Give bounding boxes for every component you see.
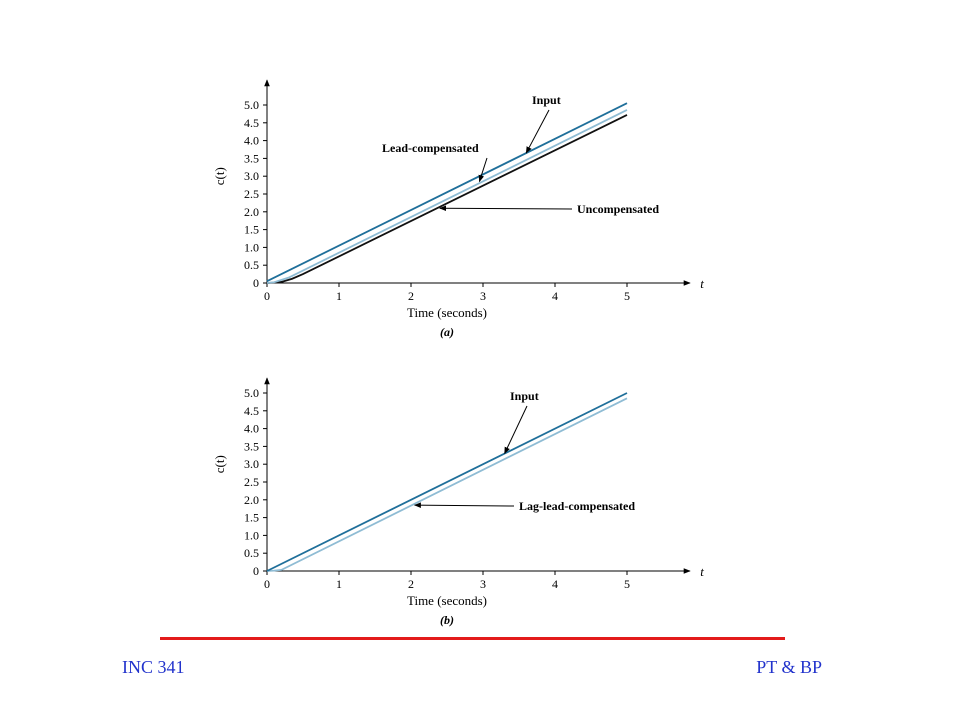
chart-a: 0 0.5 1.0 1.5 2.0 2.5 3.0 3.5 4.0 4.5 5.0 0 1 2 3 4 5 t Ti…	[212, 79, 704, 339]
chart-b-y-tick-label: 1.0	[244, 528, 259, 542]
chart-a-annotation-input: Input	[532, 93, 561, 107]
chart-b-y-tick-label: 2.5	[244, 475, 259, 489]
chart-a-y-tick-label: 1.0	[244, 240, 259, 254]
chart-b-series-input	[266, 392, 628, 572]
chart-a-annotation-arrow	[525, 109, 550, 154]
chart-b-y-tick-label: 2.0	[244, 493, 259, 507]
chart-b-y-tick-label: 4.0	[244, 422, 259, 436]
chart-a-x-axis-symbol: t	[700, 276, 704, 291]
chart-b-x-tick-label: 4	[552, 577, 558, 591]
chart-b-annotation-arrow	[413, 502, 515, 508]
chart-a-annotation-arrow	[439, 205, 573, 212]
chart-b-y-tick-label: 3.0	[244, 457, 259, 471]
chart-b-x-axis-label: Time (seconds)	[407, 593, 487, 608]
chart-a-annotation-uncompensated: Uncompensated	[577, 202, 659, 216]
chart-b-y-tick-label: 4.5	[244, 404, 259, 418]
chart-a-series-lead-compensated	[266, 109, 628, 284]
chart-a-subtitle: (a)	[440, 325, 454, 339]
chart-a-y-tick-label: 3.0	[244, 169, 259, 183]
chart-b-x-tick-label: 5	[624, 577, 630, 591]
chart-a-x-tick-label: 3	[480, 289, 486, 303]
chart-b-annotation-input: Input	[510, 389, 539, 403]
chart-b: 0 0.5 1.0 1.5 2.0 2.5 3.0 3.5 4.0 4.5 5.0 0 1 2 3 4 5 t Ti…	[212, 377, 704, 627]
chart-b-subtitle: (b)	[440, 613, 454, 627]
chart-a-x-tick-label: 4	[552, 289, 558, 303]
chart-b-y-tick-label: 5.0	[244, 386, 259, 400]
footer-divider	[160, 637, 785, 640]
chart-b-x-tick-label: 0	[264, 577, 270, 591]
chart-a-y-tick-label: 4.0	[244, 134, 259, 148]
chart-a-x-tick-label: 0	[264, 289, 270, 303]
chart-b-x-tick-label: 3	[480, 577, 486, 591]
chart-a-y-tick-label: 0	[253, 276, 259, 290]
chart-a-series-input	[266, 102, 628, 283]
chart-b-x-axis-symbol: t	[700, 564, 704, 579]
chart-a-y-tick-label: 1.5	[244, 223, 259, 237]
footer-course-code: INC 341	[122, 657, 185, 677]
chart-a-annotation-arrow	[478, 157, 488, 183]
chart-a-x-tick-label: 2	[408, 289, 414, 303]
chart-a-x-tick-label: 1	[336, 289, 342, 303]
chart-b-y-axis-label: c(t)	[212, 455, 227, 473]
chart-b-annotation-arrow	[504, 405, 528, 455]
chart-a-x-axis-label: Time (seconds)	[407, 305, 487, 320]
chart-a-y-tick-label: 4.5	[244, 116, 259, 130]
chart-a-y-axis-label: c(t)	[212, 167, 227, 185]
chart-b-y-tick-label: 0.5	[244, 546, 259, 560]
chart-a-annotation-lead-compensated: Lead-compensated	[382, 141, 479, 155]
chart-a-y-tick-label: 0.5	[244, 258, 259, 272]
chart-a-y-tick-label: 2.5	[244, 187, 259, 201]
chart-b-y-tick-label: 0	[253, 564, 259, 578]
chart-b-series-lag-lead-compensated	[266, 397, 628, 572]
chart-a-y-tick-label: 5.0	[244, 98, 259, 112]
chart-b-y-tick-label: 1.5	[244, 511, 259, 525]
chart-a-y-tick-label: 2.0	[244, 205, 259, 219]
chart-a-x-tick-label: 5	[624, 289, 630, 303]
chart-b-x-tick-label: 2	[408, 577, 414, 591]
chart-a-y-tick-label: 3.5	[244, 151, 259, 165]
chart-b-annotation-lag-lead-compensated: Lag-lead-compensated	[519, 499, 635, 513]
chart-b-x-tick-label: 1	[336, 577, 342, 591]
footer-authors: PT & BP	[756, 657, 822, 677]
chart-b-y-tick-label: 3.5	[244, 439, 259, 453]
